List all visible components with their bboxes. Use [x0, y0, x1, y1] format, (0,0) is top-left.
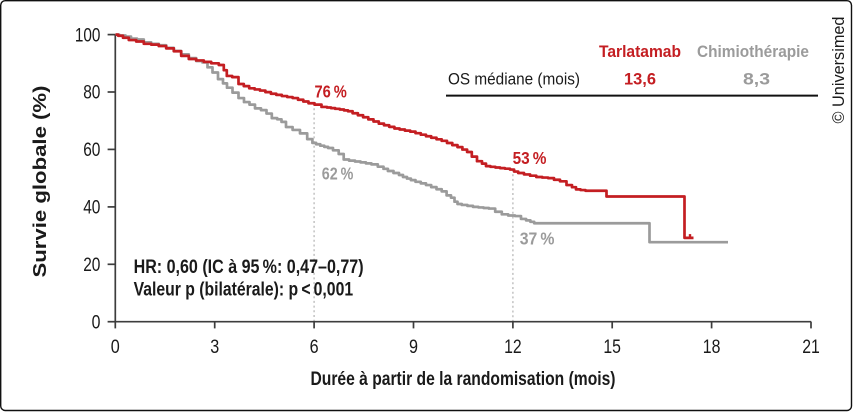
svg-text:15: 15 [603, 336, 621, 358]
svg-text:9: 9 [409, 336, 418, 358]
svg-text:3: 3 [210, 336, 219, 358]
svg-text:OS médiane (mois): OS médiane (mois) [448, 71, 580, 89]
svg-text:Valeur p (bilatérale): p < 0,0: Valeur p (bilatérale): p < 0,001 [134, 279, 354, 300]
svg-text:18: 18 [703, 336, 721, 358]
svg-text:20: 20 [83, 254, 100, 276]
svg-text:Tarlatamab: Tarlatamab [599, 43, 681, 61]
svg-text:53 %: 53 % [513, 148, 547, 168]
svg-text:Chimiothérapie: Chimiothérapie [697, 43, 809, 61]
svg-text:13,6: 13,6 [624, 71, 656, 89]
svg-text:80: 80 [83, 82, 100, 104]
svg-text:8,3: 8,3 [743, 71, 770, 89]
svg-text:60: 60 [83, 139, 100, 161]
svg-text:12: 12 [504, 336, 522, 358]
svg-text:© Universimed: © Universimed [829, 17, 848, 124]
svg-text:37 %: 37 % [520, 228, 555, 248]
svg-text:Durée à partir de la randomisa: Durée à partir de la randomisation (mois… [311, 369, 616, 390]
svg-text:HR: 0,60 (IC à 95 %: 0,47–0,77: HR: 0,60 (IC à 95 %: 0,47–0,77) [134, 257, 364, 278]
svg-text:0: 0 [92, 311, 101, 333]
svg-text:40: 40 [83, 197, 100, 219]
svg-text:76 %: 76 % [315, 82, 348, 102]
svg-text:100: 100 [75, 24, 101, 46]
svg-text:Survie globale (%): Survie globale (%) [30, 86, 50, 278]
svg-text:0: 0 [111, 336, 120, 358]
svg-text:21: 21 [802, 336, 820, 358]
svg-text:6: 6 [310, 336, 319, 358]
svg-text:62 %: 62 % [322, 164, 354, 184]
